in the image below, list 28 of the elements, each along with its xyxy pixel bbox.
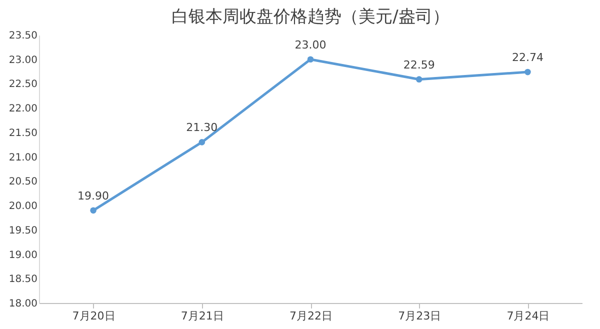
x-tick-label: 7月20日 <box>72 310 116 322</box>
y-tick-label: 23.50 <box>8 30 38 42</box>
text: 23.00 <box>294 38 326 52</box>
text: 19.90 <box>78 189 110 202</box>
text: 21.30 <box>186 121 218 134</box>
y-tick-label: 20.00 <box>8 201 38 212</box>
y-tick-label: 22.50 <box>8 79 38 90</box>
text: 22.59 <box>403 58 435 72</box>
y-tick-label: 18.50 <box>8 274 38 286</box>
y-tick-label: 20.50 <box>8 176 38 188</box>
x-tick-label: 7月22日 <box>290 310 332 322</box>
y-tick-label: 22.00 <box>8 104 38 115</box>
point <box>307 56 314 63</box>
y-tick-label: 18.00 <box>8 298 38 310</box>
y-tick-label: 19.50 <box>8 225 38 236</box>
x-tick-label: 7月23日 <box>398 310 442 322</box>
text: 22.74 <box>512 51 544 64</box>
point <box>198 139 206 146</box>
y-tick-label: 19.00 <box>8 250 38 261</box>
y-tick-label: 23.00 <box>8 54 38 66</box>
point <box>416 76 422 82</box>
point <box>524 68 531 76</box>
x-tick-label: 7月21日 <box>180 310 224 322</box>
point <box>90 207 96 214</box>
y-tick-label: 21.50 <box>8 128 38 139</box>
chart-title: 白银本周收盘价格趋势（美元/盎司） <box>172 7 450 27</box>
y-tick-label: 21.00 <box>8 152 38 164</box>
x-tick-label: 7月24日 <box>506 310 550 322</box>
